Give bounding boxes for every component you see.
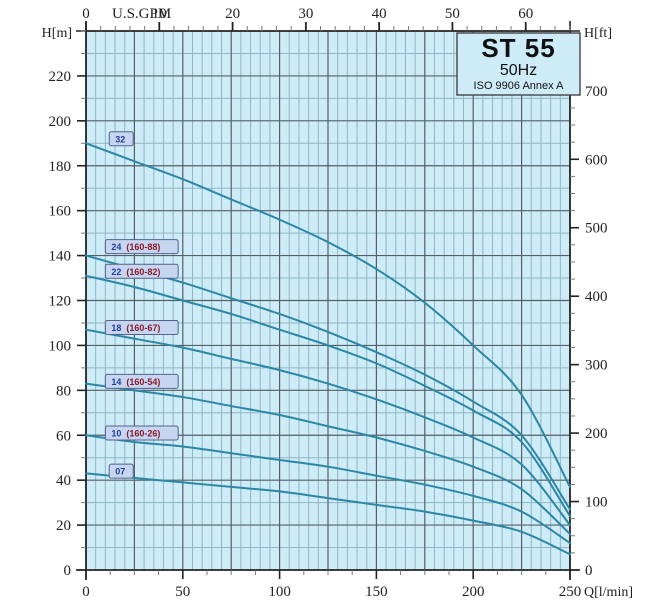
curve-label-number: 07 xyxy=(115,467,125,477)
ytick-label: 180 xyxy=(49,159,72,175)
curve-label-box xyxy=(108,463,134,479)
curve-label-07: 07 xyxy=(108,463,134,479)
curve-label-box xyxy=(104,239,179,255)
ytick-label: 160 xyxy=(49,204,72,220)
gpm-tick-label: 40 xyxy=(372,6,387,22)
ytick-label: 140 xyxy=(49,249,72,265)
gpm-tick-label: 20 xyxy=(225,6,240,22)
ytick-label: 40 xyxy=(56,473,71,489)
curve-label-number: 32 xyxy=(115,134,125,144)
curve-label-box xyxy=(108,131,134,147)
title-box-frame xyxy=(456,32,581,96)
curve-label-18: 18 (160-67) xyxy=(104,319,179,335)
y2-axis-name: H[ft] xyxy=(584,26,612,41)
chart-title: ST 55 xyxy=(481,33,555,63)
xtick-label: 0 xyxy=(82,584,90,600)
ytick-label: 120 xyxy=(49,294,72,310)
axis-ticks xyxy=(77,22,579,579)
pump-curve-10 xyxy=(85,434,571,545)
ytick-label: 80 xyxy=(56,383,71,399)
y2tick-label: 200 xyxy=(585,426,608,442)
curve-label-box xyxy=(104,263,179,279)
ytick-label: 100 xyxy=(49,338,72,354)
xtick-label: 100 xyxy=(268,584,291,600)
curve-label-number: 24 xyxy=(111,242,121,252)
curve-label-model: (160-67) xyxy=(126,323,160,333)
y2tick-label: 300 xyxy=(585,358,608,374)
curve-label-number: 18 xyxy=(111,323,121,333)
pump-curve-14 xyxy=(85,382,571,536)
curve-label-box xyxy=(104,373,179,389)
pump-curve-24 xyxy=(85,254,571,511)
chart-standard: ISO 9906 Annex A xyxy=(474,80,565,92)
gpm-tick-label: 60 xyxy=(518,6,533,22)
gpm-tick-label: 30 xyxy=(298,6,313,22)
ytick-label: 200 xyxy=(49,114,72,130)
curve-labels: 32 24 (160-88) 22 (160-82) 18 (160-67) 14 (160-5… xyxy=(104,131,179,479)
curve-label-model: (160-26) xyxy=(126,429,160,439)
gpm-tick-label: 50 xyxy=(445,6,460,22)
chart-subtitle: 50Hz xyxy=(500,62,537,79)
gpm-tick-label: 0 xyxy=(82,6,90,22)
curve-label-number: 14 xyxy=(111,377,121,387)
xtick-label: 250 xyxy=(559,584,582,600)
curve-label-model: (160-54) xyxy=(126,377,160,387)
ytick-label: 20 xyxy=(56,518,71,534)
ytick-label: 0 xyxy=(64,563,72,579)
xtick-label: 200 xyxy=(462,584,485,600)
y2tick-label: 0 xyxy=(585,563,593,579)
curve-label-22: 22 (160-82) xyxy=(104,263,179,279)
ytick-label: 60 xyxy=(56,428,71,444)
ytick-label: 220 xyxy=(49,69,72,85)
y2tick-label: 500 xyxy=(585,221,608,237)
pump-curve-07 xyxy=(85,472,571,556)
curve-label-model: (160-82) xyxy=(126,267,160,277)
pump-curve-18 xyxy=(85,328,571,527)
curve-lines xyxy=(85,142,571,556)
curve-label-number: 22 xyxy=(111,267,121,277)
xtick-label: 150 xyxy=(365,584,388,600)
y2tick-label: 100 xyxy=(585,495,608,511)
y2tick-label: 600 xyxy=(585,152,608,168)
y-axis-name: H[m] xyxy=(42,26,72,41)
gpm-tick-label: 10 xyxy=(152,6,167,22)
xtick-label: 50 xyxy=(175,584,190,600)
x-axis-name: Q[l/min] xyxy=(584,585,633,600)
curve-label-32: 32 xyxy=(108,131,134,147)
y2tick-label: 400 xyxy=(585,289,608,305)
curve-label-10: 10 (160-26) xyxy=(104,425,179,441)
curve-label-24: 24 (160-88) xyxy=(104,239,179,255)
pump-curve-22 xyxy=(85,274,571,518)
curve-label-number: 10 xyxy=(111,429,121,439)
y2tick-label: 700 xyxy=(585,84,608,100)
axis-names: H[m] H[ft] Q[l/min] U.S.GPM xyxy=(42,6,633,600)
curve-label-14: 14 (160-54) xyxy=(104,373,179,389)
pump-curve-32 xyxy=(85,142,571,488)
curve-label-model: (160-88) xyxy=(126,242,160,252)
curve-label-box xyxy=(104,425,179,441)
curve-label-box xyxy=(104,319,179,335)
x2-axis-name: U.S.GPM xyxy=(112,6,171,22)
